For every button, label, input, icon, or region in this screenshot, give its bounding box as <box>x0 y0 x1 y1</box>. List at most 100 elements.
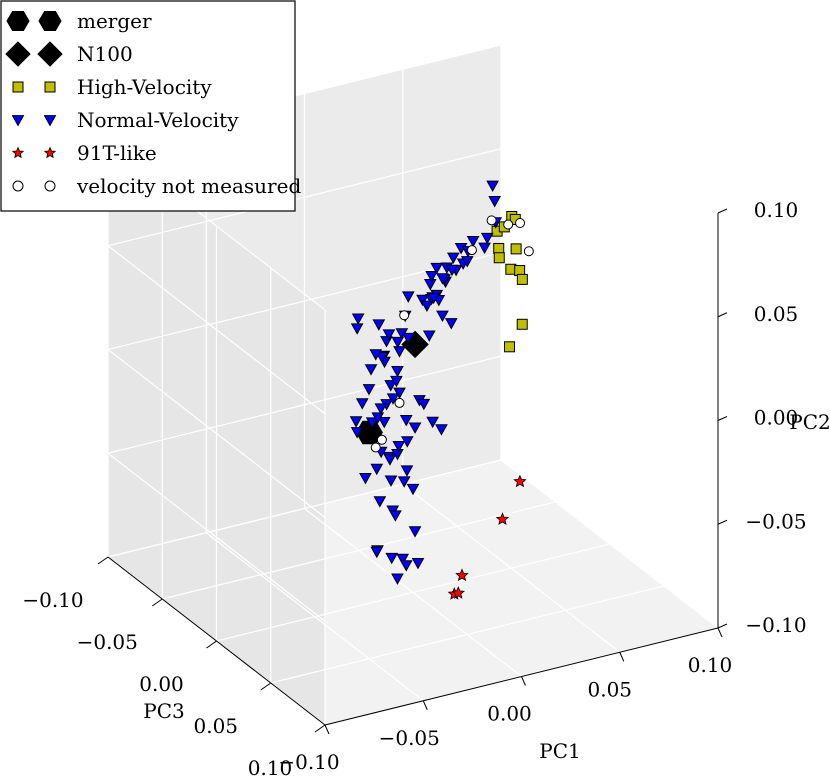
legend: merger N100 High-Velocity Normal-Velocity 91… <box>0 0 301 212</box>
data-point <box>362 384 376 396</box>
y-tick-label: 0.10 <box>248 756 293 778</box>
grid-line <box>107 148 502 247</box>
data-point <box>359 473 372 485</box>
legend-label: velocity not measured <box>76 174 301 198</box>
data-point <box>399 310 410 321</box>
data-point <box>425 271 438 283</box>
data-point <box>406 483 420 496</box>
data-point <box>401 332 415 345</box>
data-point <box>493 252 505 264</box>
data-point <box>393 346 406 358</box>
data-point <box>503 219 514 230</box>
legend-frame <box>0 0 296 212</box>
data-point <box>399 415 413 427</box>
data-point <box>416 294 429 307</box>
data-point <box>349 416 363 428</box>
tick-labels: −0.10−0.10−0.10−0.05−0.05−0.050.000.000.… <box>22 198 806 778</box>
legend-label: Normal-Velocity <box>77 108 239 132</box>
data-point <box>451 586 466 599</box>
z-tick-label: 0.05 <box>754 302 799 326</box>
data-point <box>389 510 402 522</box>
legend-marker <box>5 41 31 67</box>
data-point <box>486 180 499 193</box>
legend-marker <box>38 11 62 31</box>
data-point <box>417 398 431 411</box>
tick-marks <box>97 208 728 735</box>
data-point <box>480 232 494 245</box>
data-point <box>370 463 384 476</box>
data-point <box>523 246 534 257</box>
data-point <box>375 351 389 364</box>
x-tick-label: 0.00 <box>487 702 532 726</box>
data-point <box>384 475 398 487</box>
data-point <box>382 329 396 341</box>
data-point <box>385 552 399 565</box>
data-point <box>393 387 406 400</box>
x-tick <box>422 700 428 710</box>
legend-marker <box>44 180 56 192</box>
legend-marker <box>37 41 63 67</box>
data-point <box>391 336 405 349</box>
z-tick <box>717 208 728 214</box>
data-point <box>436 273 449 285</box>
data-point <box>383 454 397 466</box>
data-point <box>515 218 526 228</box>
x-tick-label: −0.10 <box>278 750 339 774</box>
data-point <box>395 328 409 340</box>
z-axis-label: PC2 <box>789 410 830 434</box>
data-point <box>488 196 502 208</box>
x-tick <box>717 627 723 638</box>
data-point <box>364 364 378 376</box>
data-point <box>411 557 425 570</box>
y-tick-label: 0.00 <box>139 672 184 696</box>
data-point <box>422 330 436 342</box>
data-point <box>365 417 379 429</box>
data-point <box>466 245 477 256</box>
data-point <box>372 319 386 331</box>
data-point <box>376 434 387 445</box>
y-tick <box>260 682 272 691</box>
data-point <box>350 323 364 335</box>
data-point <box>503 341 515 353</box>
data-point <box>426 416 439 429</box>
data-point <box>436 310 449 323</box>
data-point <box>400 465 414 477</box>
data-point <box>396 553 410 566</box>
data-point <box>374 403 388 415</box>
legend-label: N100 <box>77 42 133 66</box>
legend-marker <box>43 115 57 127</box>
legend-marker <box>11 146 25 159</box>
data-point <box>510 243 522 255</box>
data-point <box>516 318 528 330</box>
data-point <box>397 476 411 488</box>
z-tick <box>717 416 728 421</box>
data-point <box>446 252 460 265</box>
data-point <box>355 398 369 410</box>
legend-label: High-Velocity <box>77 75 212 99</box>
data-point <box>390 375 403 388</box>
y-tick <box>206 640 217 649</box>
x-axis-label: PC1 <box>539 739 580 763</box>
y-tick-label: −0.10 <box>22 588 83 612</box>
legend-marker <box>12 81 24 93</box>
y-tick-label: 0.05 <box>193 714 238 738</box>
data-point <box>466 236 480 248</box>
x-tick-label: 0.10 <box>688 653 733 677</box>
data-point <box>455 568 469 582</box>
data-point <box>435 424 448 436</box>
data-point <box>350 427 364 439</box>
y-axis-label: PC3 <box>143 699 184 723</box>
z-tick-label: 0.00 <box>754 406 799 430</box>
data-point <box>427 292 441 305</box>
x-tick <box>619 652 625 662</box>
z-tick-label: −0.10 <box>745 613 806 637</box>
x-tick <box>521 676 526 686</box>
data-point <box>394 397 405 408</box>
data-point <box>399 560 413 572</box>
data-point <box>373 496 387 508</box>
data-points <box>349 180 534 600</box>
legend-label: 91T-like <box>77 141 157 165</box>
z-tick-label: 0.10 <box>754 198 799 222</box>
data-point <box>391 573 404 585</box>
